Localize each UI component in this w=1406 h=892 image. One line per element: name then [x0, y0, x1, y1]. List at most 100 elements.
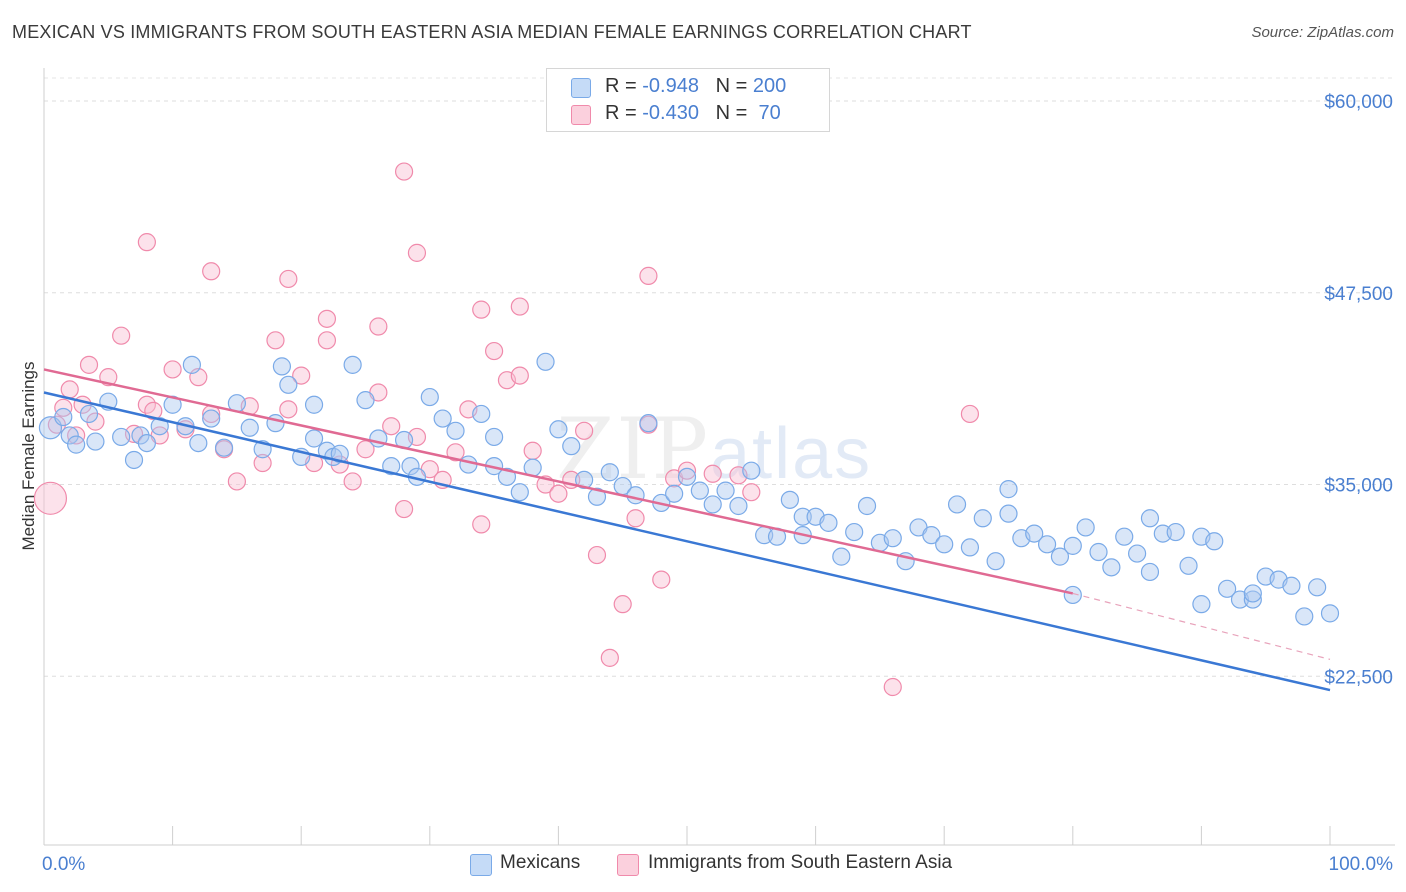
- mexicans-point: [1063, 585, 1082, 605]
- mexicans-point: [304, 429, 324, 448]
- mexicans-point: [356, 391, 375, 410]
- legend-swatch-immigrants: [617, 854, 639, 876]
- watermark-zip: ZIP: [556, 400, 711, 498]
- mexicans-point: [1243, 590, 1262, 609]
- immigrants-point: [202, 262, 221, 281]
- mexicans-point: [973, 509, 992, 528]
- mexicans-point: [999, 480, 1018, 499]
- mexicans-point: [1320, 604, 1340, 623]
- immigrants-point: [510, 297, 529, 316]
- mexicans-point: [845, 522, 864, 542]
- mexicans-point: [639, 414, 658, 433]
- chart-title: MEXICAN VS IMMIGRANTS FROM SOUTH EASTERN…: [12, 22, 972, 42]
- immigrants-point: [626, 509, 645, 528]
- immigrants-point: [446, 443, 465, 462]
- mexicans-point: [986, 552, 1005, 571]
- mexicans-point: [433, 409, 452, 428]
- immigrants-point: [742, 483, 761, 502]
- immigrants-point: [549, 484, 568, 503]
- immigrants-point: [407, 243, 427, 262]
- immigrants-point: [67, 426, 86, 445]
- mexicans-point: [677, 467, 697, 486]
- mexicans-point: [330, 444, 349, 463]
- mexicans-point: [1218, 579, 1237, 598]
- mexicans-point: [240, 418, 259, 437]
- mexicans-point: [575, 470, 594, 490]
- immigrants-point: [613, 595, 632, 614]
- immigrants-point: [677, 461, 697, 480]
- mexicans-point: [600, 463, 619, 482]
- immigrants-trend-line: [43, 368, 1074, 595]
- mexicans-point: [182, 355, 201, 374]
- mexicans-point: [626, 486, 645, 505]
- mexicans-point: [1140, 562, 1160, 582]
- mexicans-point: [202, 409, 221, 428]
- immigrants-point: [883, 677, 902, 697]
- mexicans-point: [960, 538, 980, 557]
- mexicans-point: [1243, 584, 1262, 603]
- correlation-legend: R = -0.948 N = 200 R = -0.430 N = 70: [546, 68, 830, 132]
- mexicans-point: [780, 490, 799, 509]
- immigrants-point: [575, 421, 594, 440]
- immigrants-point: [652, 570, 671, 589]
- x-tick-label: 0.0%: [42, 854, 85, 875]
- mexicans-point: [999, 504, 1018, 523]
- mexicans-point: [549, 420, 568, 439]
- mexicans-point: [1063, 536, 1082, 555]
- n-value: 200: [752, 75, 787, 97]
- immigrants-point: [394, 162, 414, 181]
- legend-swatch-immigrants: [571, 105, 591, 125]
- immigrants-point: [144, 401, 163, 420]
- mexicans-point: [86, 432, 105, 451]
- mexicans-point: [343, 355, 362, 374]
- immigrants-point: [523, 441, 542, 460]
- immigrants-point: [317, 331, 337, 350]
- mexicans-point: [1089, 542, 1108, 562]
- y-axis-label: Median Female Earnings: [19, 362, 38, 551]
- immigrants-point: [600, 648, 619, 667]
- mexicans-point: [382, 457, 401, 476]
- mexicans-point: [1166, 522, 1185, 542]
- legend-row-mexicans: R = -0.948 N = 200: [571, 75, 786, 99]
- legend-swatch-mexicans: [571, 78, 591, 98]
- mexicans-point: [793, 507, 812, 526]
- immigrants-point: [394, 499, 414, 519]
- mexicans-point: [729, 496, 748, 516]
- mexicans-point: [112, 427, 131, 447]
- mexicans-point: [497, 467, 517, 486]
- immigrants-point: [343, 472, 362, 491]
- mexicans-point: [60, 426, 79, 445]
- mexicans-trend-line: [43, 391, 1331, 692]
- mexicans-point: [1140, 509, 1160, 528]
- mexicans-point: [1076, 518, 1095, 537]
- immigrants-point: [79, 355, 99, 374]
- mexicans-point: [1282, 576, 1301, 595]
- r-value: -0.430: [642, 102, 699, 124]
- immigrants-point: [227, 472, 246, 491]
- immigrants-point: [292, 366, 311, 385]
- mexicans-point: [510, 483, 529, 502]
- legend-swatch-mexicans: [470, 854, 492, 876]
- mexicans-point: [819, 513, 838, 532]
- mexicans-point: [459, 455, 478, 474]
- mexicans-point: [1102, 558, 1121, 577]
- immigrants-trend-extension: [1072, 592, 1331, 660]
- r-label: R =: [605, 102, 643, 124]
- mexicans-point: [1179, 556, 1198, 575]
- immigrants-point: [317, 309, 337, 328]
- mexicans-point: [947, 495, 967, 514]
- mexicans-point: [703, 495, 722, 514]
- immigrants-point: [60, 380, 79, 399]
- immigrants-point: [587, 545, 607, 565]
- immigrants-point: [510, 366, 529, 385]
- mexicans-point: [1037, 535, 1057, 554]
- immigrants-point: [112, 326, 131, 345]
- immigrants-point: [960, 404, 980, 424]
- legend-label-mexicans: Mexicans: [500, 852, 581, 873]
- legend-row-immigrants: R = -0.430 N = 70: [571, 102, 781, 126]
- immigrants-point: [33, 481, 68, 515]
- series-legend: Mexicans Immigrants from South Eastern A…: [0, 850, 1406, 880]
- immigrants-point: [472, 515, 491, 534]
- mexicans-point: [716, 481, 735, 500]
